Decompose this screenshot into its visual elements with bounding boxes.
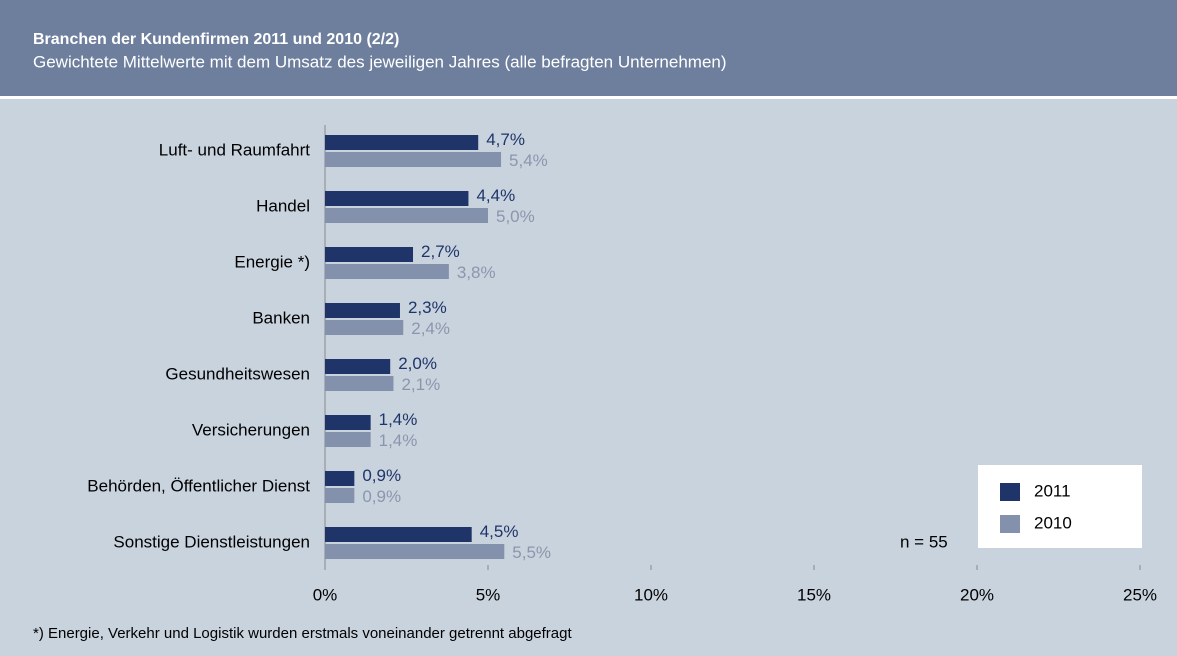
value-label: 5,4% <box>509 151 548 170</box>
value-label: 4,7% <box>486 130 525 149</box>
bar <box>325 320 404 335</box>
x-tick-label: 20% <box>960 585 994 604</box>
value-label: 2,4% <box>411 319 450 338</box>
value-label: 2,0% <box>398 354 437 373</box>
value-label: 2,7% <box>421 242 460 261</box>
value-label: 2,3% <box>408 298 447 317</box>
bar <box>325 264 449 279</box>
x-tick-label: 0% <box>313 585 338 604</box>
value-label: 3,8% <box>457 263 496 282</box>
value-label: 1,4% <box>379 431 418 450</box>
value-label: 0,9% <box>362 487 401 506</box>
header <box>0 0 1177 96</box>
chart-title: Branchen der Kundenfirmen 2011 und 2010 … <box>33 31 399 48</box>
x-tick-label: 10% <box>634 585 668 604</box>
value-label: 4,5% <box>480 522 519 541</box>
annotation: n = 55 <box>900 532 948 551</box>
legend-label: 2010 <box>1034 513 1072 532</box>
value-label: 4,4% <box>476 186 515 205</box>
legend-box <box>978 465 1142 548</box>
legend-swatch <box>1000 483 1020 501</box>
plot-background <box>0 99 1177 656</box>
bar <box>325 471 355 486</box>
legend-swatch <box>1000 515 1020 533</box>
x-tick-label: 25% <box>1123 585 1157 604</box>
bar <box>325 544 505 559</box>
y-tick-label: Handel <box>256 196 310 215</box>
chart-subtitle: Gewichtete Mittelwerte mit dem Umsatz de… <box>33 52 727 71</box>
bar <box>325 527 472 542</box>
value-label: 5,5% <box>512 543 551 562</box>
footnote: *) Energie, Verkehr und Logistik wurden … <box>33 625 572 642</box>
bar <box>325 376 394 391</box>
y-tick-label: Energie *) <box>234 252 310 271</box>
bar <box>325 135 479 150</box>
y-tick-label: Behörden, Öffentlicher Dienst <box>87 476 310 495</box>
value-label: 0,9% <box>362 466 401 485</box>
value-label: 2,1% <box>401 375 440 394</box>
legend-label: 2011 <box>1034 481 1071 500</box>
value-label: 5,0% <box>496 207 535 226</box>
bar <box>325 432 371 447</box>
x-tick-label: 15% <box>797 585 831 604</box>
bar <box>325 191 469 206</box>
bar <box>325 359 391 374</box>
x-tick-label: 5% <box>476 585 501 604</box>
y-tick-label: Banken <box>252 308 310 327</box>
bar <box>325 303 400 318</box>
bar <box>325 208 488 223</box>
y-tick-label: Gesundheitswesen <box>165 364 310 383</box>
value-label: 1,4% <box>379 410 418 429</box>
bar <box>325 152 502 167</box>
bar <box>325 415 371 430</box>
y-tick-label: Luft- und Raumfahrt <box>159 140 310 159</box>
y-tick-label: Sonstige Dienstleistungen <box>113 532 310 551</box>
bar <box>325 247 414 262</box>
bar <box>325 488 355 503</box>
y-tick-label: Versicherungen <box>192 420 310 439</box>
